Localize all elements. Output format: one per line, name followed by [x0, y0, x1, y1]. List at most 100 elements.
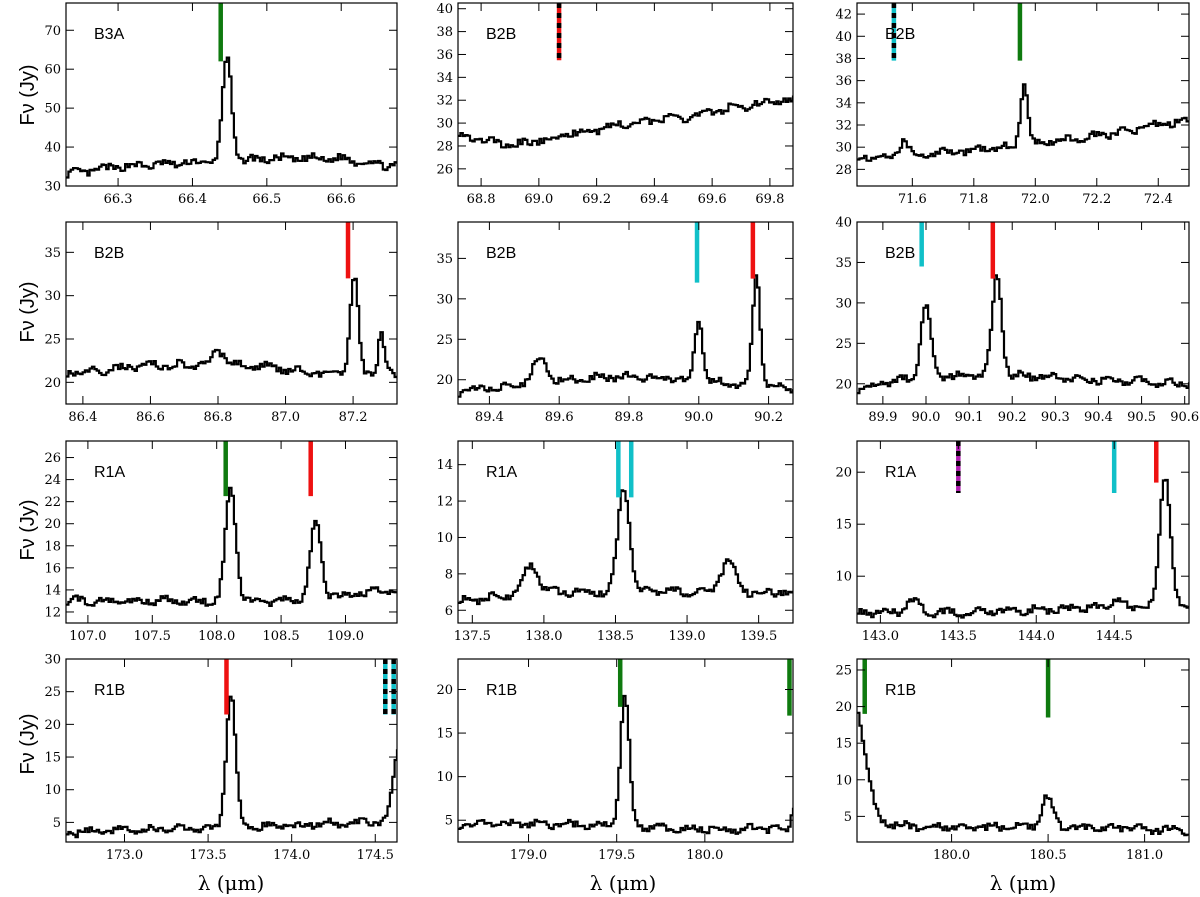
x-tick-label: 180.0 — [686, 848, 723, 863]
spectrum-panel-5: 89.4 89.6 89.8 90.0 90.2 20 25 30 35 B2B — [436, 221, 794, 425]
band-label: R1B — [885, 682, 916, 699]
xlabel-col-2: λ (μm) — [590, 871, 657, 895]
spectrum-line — [66, 56, 397, 179]
y-tick-label: 20 — [436, 683, 453, 698]
x-tick-label: 181.0 — [1126, 848, 1163, 863]
band-label: B2B — [486, 26, 516, 43]
y-tick-label: 8 — [445, 567, 453, 582]
y-tick-label: 25 — [436, 333, 453, 348]
y-tick-label: 10 — [436, 770, 453, 785]
x-tick-label: 90.5 — [1127, 410, 1156, 425]
y-tick-label: 30 — [44, 289, 61, 304]
ylabel-row-1: Fν (Jy) — [17, 64, 39, 125]
x-tick-label: 87.2 — [339, 410, 368, 425]
x-tick-label: 72.0 — [1021, 192, 1050, 207]
y-tick-label: 70 — [44, 24, 61, 39]
x-tick-label: 174.5 — [357, 848, 394, 863]
axes-frame — [856, 2, 1190, 187]
y-tick-label: 30 — [835, 296, 852, 311]
x-tick-label: 89.9 — [868, 410, 897, 425]
ylabel-text: Fν (Jy) — [17, 713, 39, 774]
y-tick-label: 22 — [44, 495, 61, 510]
x-tick-label: 143.5 — [940, 629, 977, 644]
spectrum-panel-3: 71.6 71.8 72.0 72.2 72.4 28 30 32 34 36 38 40 42 B2B — [835, 2, 1190, 207]
x-tick-label: 174.0 — [273, 848, 310, 863]
band-label: R1A — [94, 464, 125, 481]
axes-frame — [856, 221, 1190, 405]
y-tick-label: 10 — [436, 531, 453, 546]
y-tick-label: 35 — [436, 252, 453, 267]
y-tick-label: 5 — [445, 814, 453, 829]
y-tick-label: 36 — [835, 74, 852, 89]
x-tick-label: 143.0 — [862, 629, 899, 644]
x-tick-label: 173.0 — [106, 848, 143, 863]
band-label: B3A — [94, 26, 125, 43]
x-tick-label: 87.0 — [271, 410, 300, 425]
x-tick-label: 86.8 — [204, 410, 233, 425]
y-tick-label: 38 — [436, 25, 453, 40]
y-tick-label: 20 — [44, 718, 61, 733]
y-tick-label: 30 — [835, 141, 852, 156]
x-tick-label: 180.5 — [1029, 848, 1066, 863]
axes-frame — [65, 221, 398, 405]
y-tick-label: 20 — [436, 373, 453, 388]
x-tick-label: 71.6 — [898, 192, 927, 207]
y-tick-label: 28 — [436, 139, 453, 154]
x-tick-label: 90.1 — [955, 410, 984, 425]
axes-frame — [457, 440, 794, 624]
x-tick-label: 108.5 — [262, 629, 299, 644]
axes-frame — [457, 2, 794, 187]
x-tick-label: 66.6 — [327, 192, 356, 207]
ylabel-row-4: Fν (Jy) — [17, 713, 39, 774]
y-tick-label: 35 — [44, 246, 61, 261]
spectrum-line — [458, 95, 793, 149]
xlabel-col-3: λ (μm) — [990, 871, 1057, 895]
x-tick-label: 139.0 — [668, 629, 705, 644]
y-tick-label: 12 — [436, 495, 453, 510]
y-tick-label: 26 — [44, 451, 61, 466]
band-label: B2B — [94, 245, 124, 262]
x-tick-label: 90.3 — [1041, 410, 1070, 425]
x-tick-label: 66.3 — [104, 192, 133, 207]
y-tick-label: 35 — [835, 256, 852, 271]
ylabel-row-2: Fν (Jy) — [17, 281, 39, 342]
x-tick-label: 108.0 — [198, 629, 235, 644]
spectrum-line — [857, 711, 1189, 837]
x-tick-label: 71.8 — [959, 192, 988, 207]
x-tick-label: 90.0 — [684, 410, 713, 425]
y-tick-label: 18 — [44, 539, 61, 554]
spectrum-line — [857, 478, 1189, 619]
spectrum-panel-12: 180.0 180.5 181.0 5 10 15 20 25 R1B — [835, 658, 1190, 863]
x-tick-label: 137.5 — [454, 629, 491, 644]
x-tick-label: 107.5 — [134, 629, 171, 644]
ylabel-text: Fν (Jy) — [17, 64, 39, 125]
x-tick-label: 180.0 — [933, 848, 970, 863]
x-tick-label: 69.2 — [582, 192, 611, 207]
ylabel-text: Fν (Jy) — [17, 499, 39, 560]
axes-frame — [65, 440, 398, 624]
y-tick-label: 5 — [844, 810, 852, 825]
spectrum-line — [458, 694, 793, 835]
y-tick-label: 30 — [436, 292, 453, 307]
x-tick-label: 90.2 — [754, 410, 783, 425]
spectrum-panel-6: 89.9 90.0 90.1 90.2 90.3 90.4 90.5 90.6 20 25 30 35… — [835, 216, 1199, 426]
x-tick-label: 89.4 — [475, 410, 504, 425]
x-tick-label: 139.5 — [740, 629, 777, 644]
x-tick-label: 107.0 — [69, 629, 106, 644]
y-tick-label: 60 — [44, 63, 61, 78]
y-tick-label: 34 — [436, 71, 453, 86]
x-tick-label: 138.0 — [525, 629, 562, 644]
spectrum-line — [857, 274, 1189, 395]
spectrum-panel-2: 68.8 69.0 69.2 69.4 69.6 69.8 26 28 30 32 34 36 38 40… — [436, 2, 794, 207]
band-label: B2B — [885, 245, 915, 262]
x-tick-label: 90.2 — [998, 410, 1027, 425]
axes-frame — [65, 658, 398, 843]
spectrum-line — [66, 695, 397, 839]
y-tick-label: 24 — [44, 473, 61, 488]
x-tick-label: 68.8 — [467, 192, 496, 207]
y-tick-label: 32 — [436, 94, 453, 109]
spectrum-panel-10: 173.0 173.5 174.0 174.5 5 10 15 20 25 30 R1B — [44, 653, 398, 863]
ylabel-row-3: Fν (Jy) — [17, 499, 39, 560]
band-label: B2B — [885, 26, 915, 43]
